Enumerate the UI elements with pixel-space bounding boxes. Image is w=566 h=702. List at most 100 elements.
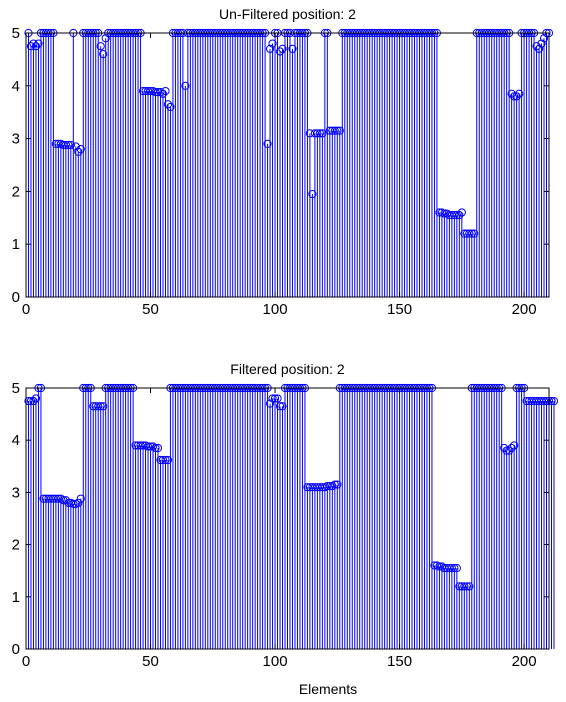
stem-marker <box>275 47 285 56</box>
stem-marker <box>148 442 158 451</box>
stem-marker <box>462 582 471 591</box>
stem-marker <box>151 88 160 97</box>
stem-marker <box>288 44 297 53</box>
stem-marker <box>26 396 36 406</box>
x-tick-label: 200 <box>512 301 537 318</box>
stem-marker <box>435 562 444 571</box>
stem-marker <box>99 402 108 411</box>
stem-marker <box>101 34 110 43</box>
stem-marker <box>156 88 165 97</box>
stem-marker <box>330 480 339 489</box>
stem-marker <box>275 402 285 411</box>
x-axis-label: Elements <box>299 681 357 697</box>
y-tick-label: 1 <box>12 236 20 253</box>
stem-marker <box>96 402 105 411</box>
stem-marker <box>74 498 83 507</box>
stem-marker <box>330 126 339 135</box>
stem-marker <box>470 229 479 238</box>
stem-marker <box>76 145 85 154</box>
stem-marker <box>146 442 155 451</box>
stem-marker <box>537 39 546 48</box>
stem-marker <box>505 446 514 455</box>
stem-marker <box>268 39 277 48</box>
stem-marker <box>71 142 80 151</box>
stem-marker <box>437 562 447 571</box>
y-tick-label: 3 <box>12 131 20 148</box>
stem-marker <box>34 39 43 48</box>
stem-marker <box>447 563 456 573</box>
x-tick-label: 100 <box>263 301 288 318</box>
stem-marker <box>333 126 342 135</box>
x-tick-label: 0 <box>22 653 30 670</box>
x-tick-label: 200 <box>512 653 537 670</box>
stem-marker <box>153 443 163 453</box>
stem-marker <box>532 42 541 51</box>
stem-marker <box>465 582 474 591</box>
stem-marker <box>333 480 342 489</box>
y-tick-label: 4 <box>12 432 20 449</box>
stem-marker <box>308 189 317 199</box>
stem-marker <box>325 482 334 491</box>
stem-marker <box>163 455 173 465</box>
stem-marker <box>54 494 63 503</box>
stem-marker <box>278 44 287 53</box>
filtered-stem-plot: Filtered position: 2 0 50 100 150 200 0 1 2 3 4 5 <box>12 361 559 670</box>
stem-marker <box>313 129 322 138</box>
stem-marker <box>452 563 461 573</box>
stem-marker <box>328 482 337 491</box>
stem-marker <box>263 139 272 148</box>
stem-marker <box>278 402 287 411</box>
x-tick-label: 50 <box>142 301 159 318</box>
stem-marker <box>99 50 108 59</box>
x-tick-label: 100 <box>263 653 288 670</box>
stem-marker <box>94 402 103 411</box>
stem-marker <box>166 102 175 112</box>
y-tick-label: 0 <box>12 641 20 658</box>
stem-marker <box>29 39 38 48</box>
stem-marker <box>163 100 173 109</box>
stem-marker <box>270 394 280 403</box>
stem-marker <box>158 455 168 465</box>
stem-marker <box>457 208 466 217</box>
y-tick-label: 3 <box>12 484 20 501</box>
y-tick-label: 1 <box>12 589 20 606</box>
stem-marker <box>467 229 476 238</box>
stem-marker <box>24 396 33 406</box>
axes-box <box>25 387 550 650</box>
stem-marker <box>455 211 464 220</box>
stem-marker <box>440 209 449 218</box>
stem-marker <box>515 89 524 98</box>
stem-marker <box>181 81 190 90</box>
stem-marker <box>31 394 41 403</box>
stem-marker <box>26 42 36 51</box>
stem-marker <box>161 455 170 465</box>
stem-marker <box>265 399 275 408</box>
stem-marker <box>315 129 324 138</box>
y-tick-label: 5 <box>12 380 20 397</box>
stem-marker <box>534 44 544 53</box>
stem-marker <box>512 92 521 101</box>
stem-marker <box>460 582 469 591</box>
stem-marker <box>268 394 277 403</box>
stem-marker <box>51 494 60 503</box>
stem-marker <box>74 147 83 156</box>
stem-marker <box>335 126 344 135</box>
stem-marker <box>442 209 451 218</box>
plot-title: Filtered position: 2 <box>230 361 345 377</box>
stem-marker <box>29 396 38 406</box>
y-tick-label: 2 <box>12 183 20 200</box>
stem-marker <box>151 443 160 453</box>
stem-marker <box>143 442 153 451</box>
stem-marker <box>452 211 461 220</box>
stem-marker <box>450 211 459 220</box>
stem-marker <box>59 496 68 505</box>
stem-marker <box>318 129 327 138</box>
stem-marker <box>549 396 559 406</box>
y-tick-label: 5 <box>12 25 20 42</box>
axes-box <box>25 32 550 298</box>
x-tick-label: 150 <box>387 653 412 670</box>
stem-marker <box>265 44 275 53</box>
stem-marker <box>69 499 78 508</box>
stem-marker <box>465 229 474 238</box>
stem-marker <box>547 396 556 406</box>
